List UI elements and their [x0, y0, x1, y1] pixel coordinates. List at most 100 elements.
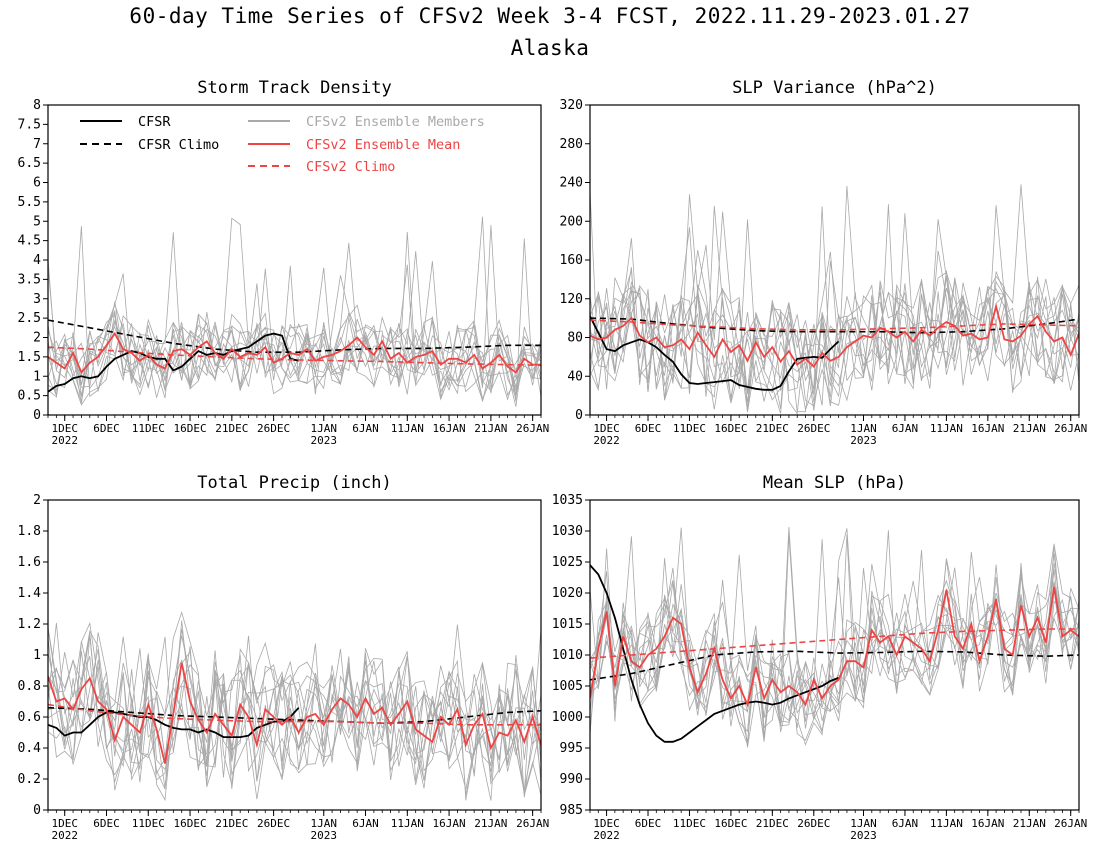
- x-tick-label: 11JAN: [930, 422, 963, 435]
- x-tick-label: 1DEC: [593, 422, 620, 435]
- x-tick-label: 6JAN: [892, 817, 919, 830]
- series-cfsr-climo: [590, 317, 1079, 334]
- x-tick-label: 26JAN: [516, 817, 549, 830]
- y-tick-label: 280: [560, 137, 583, 152]
- y-tick-label: 6.5: [18, 156, 41, 171]
- ensemble-member-line: [590, 185, 1079, 394]
- figure-subtitle: Alaska: [510, 36, 590, 60]
- legend-label: CFSR: [138, 114, 171, 130]
- x-tick-label: 16DEC: [173, 817, 206, 830]
- ensemble-member-line: [48, 611, 541, 801]
- x-tick-label: 16JAN: [433, 422, 466, 435]
- ensemble-member-line: [48, 273, 541, 397]
- x-tick-label: 16DEC: [173, 422, 206, 435]
- y-tick-label: 1: [33, 369, 41, 384]
- ensemble-member-line: [590, 539, 1079, 729]
- x-tick-label: 1JAN: [850, 422, 877, 435]
- series-cfsv2-ensemble-mean: [590, 586, 1079, 708]
- year-label: 2023: [310, 434, 337, 447]
- series-cfsv2-ensemble-mean: [590, 302, 1079, 369]
- x-tick-label: 11JAN: [391, 422, 424, 435]
- x-tick-label: 1JAN: [310, 817, 337, 830]
- y-tick-label: 1.2: [18, 617, 41, 632]
- series-cfsr-climo: [48, 319, 541, 354]
- x-tick-label: 26DEC: [257, 422, 290, 435]
- ensemble-member-line: [48, 232, 541, 402]
- year-label: 2022: [51, 829, 78, 842]
- series-cfsr: [590, 315, 840, 391]
- y-tick-label: 0.6: [18, 710, 41, 725]
- year-label: 2023: [850, 434, 877, 447]
- y-tick-label: 2.5: [18, 311, 41, 326]
- y-tick-label: 1030: [552, 524, 583, 539]
- x-tick-label: 11DEC: [673, 817, 706, 830]
- y-tick-label: 160: [560, 253, 583, 268]
- series-cfsr: [590, 564, 839, 743]
- x-tick-label: 21JAN: [474, 817, 507, 830]
- legend-label: CFSv2 Climo: [306, 159, 395, 175]
- panel-title: SLP Variance (hPa^2): [732, 78, 937, 98]
- y-tick-label: 2: [33, 493, 41, 508]
- y-tick-label: 0: [33, 408, 41, 423]
- x-tick-label: 26JAN: [516, 422, 549, 435]
- y-tick-label: 1035: [552, 493, 583, 508]
- ensemble-member-line: [48, 225, 541, 397]
- panel-title: Storm Track Density: [197, 78, 391, 98]
- x-tick-label: 26JAN: [1054, 422, 1087, 435]
- y-tick-label: 4.5: [18, 234, 41, 249]
- ensemble-member-line: [590, 528, 1079, 747]
- year-label: 2022: [593, 434, 620, 447]
- ensemble-member-line: [48, 268, 541, 398]
- x-tick-label: 16DEC: [714, 422, 747, 435]
- x-tick-label: 1DEC: [51, 817, 78, 830]
- year-label: 2023: [310, 829, 337, 842]
- x-tick-label: 21DEC: [215, 817, 248, 830]
- x-tick-label: 6JAN: [352, 817, 379, 830]
- series-cfsr-climo: [590, 650, 1079, 681]
- x-tick-label: 1DEC: [593, 817, 620, 830]
- y-tick-label: 2: [33, 331, 41, 346]
- year-label: 2023: [850, 829, 877, 842]
- y-tick-label: 1.4: [18, 586, 42, 601]
- y-tick-label: 3.5: [18, 272, 41, 287]
- year-label: 2022: [593, 829, 620, 842]
- y-tick-label: 1000: [552, 710, 583, 725]
- y-tick-label: 200: [560, 214, 583, 229]
- plot-area: [48, 216, 541, 407]
- ensemble-member-line: [590, 564, 1079, 733]
- ensemble-member-line: [590, 535, 1079, 748]
- panel-title: Total Precip (inch): [197, 473, 391, 493]
- x-tick-label: 21JAN: [474, 422, 507, 435]
- x-tick-label: 21DEC: [215, 422, 248, 435]
- ensemble-member-line: [590, 204, 1079, 407]
- plot-area: [590, 184, 1079, 415]
- panel-precip: Total Precip (inch) 0 0.2 0.4 0.6 0.8 1 1.2 1.4 1…: [18, 473, 550, 842]
- series-cfsv2-climo: [590, 319, 1079, 331]
- legend: CFSR CFSR Climo CFSv2 Ensemble Members CFSv…: [80, 114, 485, 175]
- panel-slpvar: SLP Variance (hPa^2) 0 40 80 120 160 200 240 280…: [560, 78, 1088, 447]
- y-tick-label: 1005: [552, 679, 583, 694]
- y-tick-label: 0.4: [18, 741, 42, 756]
- y-tick-label: 1.5: [18, 350, 41, 365]
- panel-storm: Storm Track Density 0 0.5 1 1.5 2 2.5 3 3.5 4 4.5 5…: [18, 78, 550, 447]
- x-tick-label: 26DEC: [797, 422, 830, 435]
- ensemble-member-line: [48, 624, 541, 796]
- legend-label: CFSR Climo: [138, 137, 219, 153]
- x-tick-label: 6DEC: [93, 817, 120, 830]
- x-tick-label: 6DEC: [635, 817, 662, 830]
- figure-title: 60-day Time Series of CFSv2 Week 3-4 FCS…: [129, 4, 971, 28]
- ensemble-member-line: [48, 627, 541, 796]
- x-tick-label: 1DEC: [51, 422, 78, 435]
- x-tick-label: 1JAN: [850, 817, 877, 830]
- ensemble-member-line: [48, 267, 541, 401]
- x-tick-label: 26DEC: [257, 817, 290, 830]
- ensemble-member-line: [48, 283, 541, 406]
- legend-label: CFSv2 Ensemble Members: [306, 114, 485, 130]
- plot-area: [48, 611, 541, 802]
- y-tick-label: 0.5: [18, 389, 41, 404]
- legend-label: CFSv2 Ensemble Mean: [306, 137, 460, 153]
- y-tick-label: 5: [33, 214, 41, 229]
- y-tick-label: 0: [575, 408, 583, 423]
- y-tick-label: 1.8: [18, 524, 41, 539]
